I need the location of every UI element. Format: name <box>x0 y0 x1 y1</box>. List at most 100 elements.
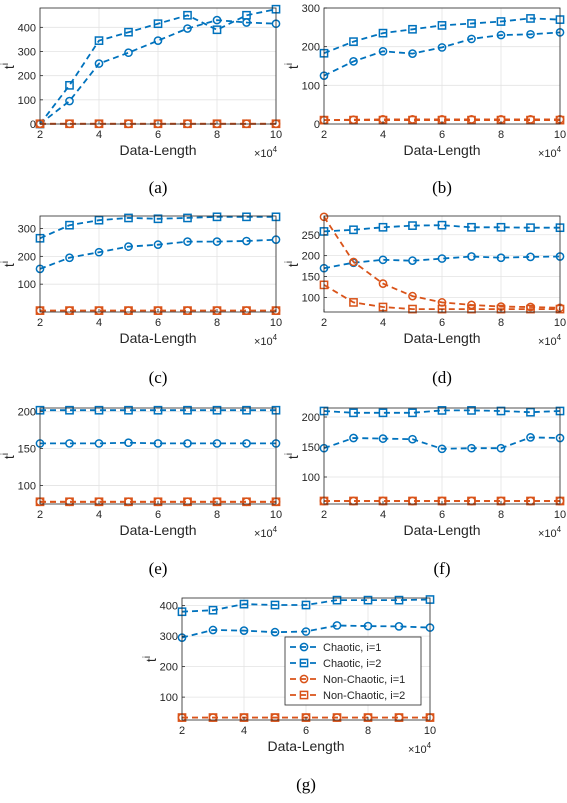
y-axis-label-superscript: i <box>284 63 295 65</box>
series-line-chaotic-circle <box>39 238 277 270</box>
data-point-chaotic-circle <box>349 433 358 443</box>
data-point-chaotic-circle <box>183 237 192 246</box>
data-point-chaotic-square <box>208 605 218 615</box>
data-point-chaotic-circle <box>94 247 104 257</box>
data-point-chaotic-square <box>242 212 251 222</box>
data-point-chaotic-square <box>65 220 74 230</box>
data-point-non_chaotic-square <box>408 496 417 506</box>
y-axis-label-superscript: i <box>284 453 295 455</box>
data-point-non_chaotic-square <box>124 306 133 315</box>
legend-marker <box>299 674 309 684</box>
data-point-chaotic-circle <box>242 236 251 246</box>
x-tick-label: 10 <box>270 129 282 141</box>
data-point-non_chaotic-square <box>153 306 163 315</box>
data-point-chaotic-circle <box>437 43 447 52</box>
y-tick-label: 150 <box>302 442 320 454</box>
data-point-chaotic-square <box>94 405 104 415</box>
x-exponent-value: 4 <box>273 145 278 154</box>
data-point-chaotic-square <box>437 21 447 30</box>
data-point-chaotic-square <box>526 223 535 233</box>
x-axis-label: Data-Length <box>403 330 480 346</box>
y-tick-label: 200 <box>160 662 178 674</box>
legend-label: Chaotic, i=2 <box>323 658 381 670</box>
y-tick-label: 100 <box>18 481 36 493</box>
x-tick-label: 8 <box>498 129 504 141</box>
data-point-chaotic-circle <box>394 622 404 631</box>
data-point-chaotic-circle <box>153 439 163 448</box>
data-point-chaotic-square <box>65 80 74 90</box>
x-tick-label: 10 <box>270 317 282 329</box>
data-point-chaotic-circle <box>437 254 447 263</box>
data-point-non_chaotic-square <box>153 497 163 507</box>
data-point-chaotic-square <box>239 599 249 609</box>
data-point-chaotic-square <box>378 222 388 232</box>
data-point-chaotic-square <box>496 17 506 26</box>
data-point-non_chaotic-square <box>212 306 222 315</box>
x-exponent-label: ×104 <box>254 145 278 160</box>
data-point-chaotic-circle <box>212 439 222 448</box>
data-point-chaotic-square <box>349 408 358 418</box>
legend-marker <box>299 690 309 700</box>
series-line-chaotic-circle <box>181 624 431 639</box>
data-point-non_chaotic-square <box>301 713 311 722</box>
x-tick-label: 10 <box>424 725 436 737</box>
data-point-chaotic-square <box>270 600 280 610</box>
data-point-chaotic-square <box>332 595 342 605</box>
data-point-chaotic-square <box>378 28 388 38</box>
y-tick-label: 300 <box>160 631 178 643</box>
data-point-non_chaotic-square <box>349 298 358 307</box>
data-point-non_chaotic-circle <box>378 279 388 288</box>
data-point-chaotic-square <box>408 221 417 230</box>
x-exponent-value: 4 <box>557 333 562 342</box>
x-tick-label: 4 <box>96 129 102 141</box>
y-tick-label: 200 <box>18 407 36 419</box>
data-point-chaotic-circle <box>496 443 506 453</box>
data-point-chaotic-square <box>467 222 476 232</box>
data-point-chaotic-circle <box>301 627 311 636</box>
data-point-chaotic-circle <box>437 444 447 454</box>
data-point-chaotic-circle <box>183 24 192 33</box>
x-tick-label: 6 <box>155 129 161 141</box>
data-point-chaotic-circle <box>378 255 388 265</box>
subplot-caption: (f) <box>434 559 451 578</box>
data-point-chaotic-square <box>65 405 74 415</box>
y-tick-label: 400 <box>160 601 178 613</box>
data-point-chaotic-square <box>183 213 192 223</box>
data-point-chaotic-circle <box>363 621 373 631</box>
y-axis-label: ti <box>0 261 17 267</box>
data-point-chaotic-circle <box>496 30 506 40</box>
x-tick-label: 10 <box>554 129 566 141</box>
y-tick-label: 300 <box>302 3 320 15</box>
x-exponent-label: ×104 <box>538 333 562 348</box>
data-point-chaotic-circle <box>94 59 104 68</box>
data-point-non_chaotic-square <box>378 496 388 506</box>
data-point-non_chaotic-square <box>349 496 358 506</box>
data-point-chaotic-circle <box>408 49 417 58</box>
data-point-non_chaotic-square <box>496 496 506 506</box>
x-tick-label: 2 <box>321 509 327 521</box>
data-point-chaotic-circle <box>332 621 342 630</box>
y-tick-label: 0 <box>30 119 36 131</box>
y-axis-label: ti <box>284 261 301 267</box>
x-tick-label: 8 <box>214 509 220 521</box>
data-point-chaotic-square <box>363 595 373 605</box>
data-point-chaotic-square <box>496 406 506 416</box>
data-point-chaotic-square <box>349 37 358 46</box>
series-group <box>35 212 281 315</box>
legend-marker <box>299 642 309 652</box>
x-exponent-value: 4 <box>273 525 278 534</box>
data-point-chaotic-square <box>408 408 417 418</box>
data-point-chaotic-square <box>437 406 447 415</box>
y-tick-label: 200 <box>18 71 36 83</box>
data-point-chaotic-square <box>124 27 133 37</box>
y-axis-label-superscript: i <box>142 656 153 658</box>
data-point-chaotic-square <box>94 36 104 45</box>
subplot-d: 2 4 6 8 10 100 150 200 250 ×104 Data-Length ti (d) <box>284 212 566 387</box>
y-tick-label: 150 <box>18 444 36 456</box>
x-tick-label: 6 <box>439 317 445 329</box>
x-tick-label: 10 <box>270 509 282 521</box>
data-point-chaotic-square <box>153 214 163 224</box>
data-point-non_chaotic-square <box>94 497 104 507</box>
